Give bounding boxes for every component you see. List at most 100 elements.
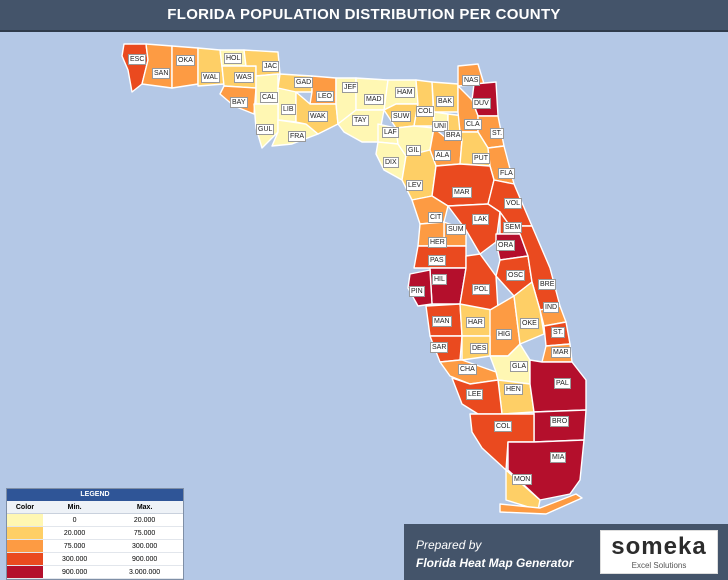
logo-name: someka — [611, 533, 707, 560]
county-label: WAL — [201, 72, 220, 83]
legend-swatch — [7, 513, 43, 527]
county-label: LEE — [466, 389, 484, 400]
legend-row: 20.000 75.000 — [7, 526, 183, 540]
county-label: JAC — [262, 61, 280, 72]
county-label: PAS — [428, 255, 446, 266]
legend-swatch — [7, 539, 43, 553]
county-label: BAY — [230, 97, 248, 108]
county-label: CAL — [260, 92, 278, 103]
county-label: HOL — [224, 53, 243, 64]
county-label: TAY — [352, 115, 369, 126]
county-label: HAR — [466, 317, 485, 328]
legend-max: 3.000.000 — [106, 565, 183, 579]
legend-title: LEGEND — [7, 489, 183, 501]
legend-row: 0 20.000 — [7, 513, 183, 527]
keys — [499, 493, 583, 515]
legend-max: 75.000 — [106, 526, 183, 540]
legend-row: 900.000 3.000.000 — [7, 565, 183, 579]
county-label: WAS — [234, 72, 254, 83]
county-oka[interactable] — [171, 45, 199, 89]
county-label: DES — [470, 343, 489, 354]
county-label: ST. — [490, 128, 505, 139]
county-lev[interactable] — [401, 149, 437, 201]
county-label: BAK — [436, 96, 455, 107]
county-label: SUW — [391, 111, 412, 122]
county-label: MAN — [432, 316, 452, 327]
county-label: SUM — [446, 224, 466, 235]
county-label: COL — [416, 106, 435, 117]
legend-max: 900.000 — [106, 552, 183, 566]
county-label: LEO — [316, 91, 335, 102]
county-label: MON — [512, 474, 533, 485]
county-label: SAR — [430, 342, 449, 353]
county-label: SEM — [503, 222, 523, 233]
county-label: GIL — [406, 145, 422, 156]
county-label: HAM — [395, 87, 415, 98]
county-label: MAR — [452, 187, 472, 198]
footer-panel: Prepared by Florida Heat Map Generator s… — [404, 524, 728, 580]
county-label: PIN — [409, 286, 425, 297]
county-label: MAR — [551, 347, 571, 358]
county-label: SAN — [152, 68, 171, 79]
legend-min: 900.000 — [43, 565, 107, 579]
legend-min: 300.000 — [43, 552, 107, 566]
county-label: MAD — [364, 94, 384, 105]
county-label: GUL — [256, 124, 275, 135]
county-label: BRA — [444, 130, 463, 141]
logo-subtitle: Excel Solutions — [631, 561, 687, 570]
county-label: COL — [494, 421, 513, 432]
county-label: LEV — [406, 180, 424, 191]
generator-name: Florida Heat Map Generator — [416, 556, 574, 570]
county-label: WAK — [308, 111, 328, 122]
legend-col-min: Min. — [43, 501, 107, 514]
legend-swatch — [7, 565, 43, 579]
county-label: PUT — [472, 153, 490, 164]
county-label: CHA — [458, 364, 477, 375]
county-mar[interactable] — [431, 163, 495, 207]
county-label: HIG — [496, 329, 513, 340]
county-label: CIT — [428, 212, 444, 223]
county-label: GLA — [510, 361, 529, 372]
legend-row: 300.000 900.000 — [7, 552, 183, 566]
county-label: JEF — [342, 82, 359, 93]
county-label: UNI — [432, 121, 449, 132]
county-label: BRO — [550, 416, 570, 427]
florida-map — [121, 43, 587, 515]
county-label: OKE — [520, 318, 539, 329]
county-label: IND — [543, 302, 560, 313]
county-label: VOL — [504, 198, 523, 209]
county-label: FLA — [498, 168, 515, 179]
county-label: DIX — [383, 157, 399, 168]
county-label: ESC — [128, 54, 147, 65]
legend-table: Color Min. Max. 0 20.000 20.000 75.000 75.… — [7, 501, 183, 579]
county-label: DUV — [472, 98, 491, 109]
county-label: ORA — [496, 240, 516, 251]
legend-min: 0 — [43, 513, 107, 527]
county-label: BRE — [538, 279, 557, 290]
legend-row: 75.000 300.000 — [7, 539, 183, 553]
county-label: ST. — [551, 327, 566, 338]
county-label: LAK — [472, 214, 490, 225]
county-label: HEN — [504, 384, 523, 395]
county-label: NAS — [462, 75, 481, 86]
legend-max: 20.000 — [106, 513, 183, 527]
county-label: ALA — [434, 150, 452, 161]
legend-min: 20.000 — [43, 526, 107, 540]
page-title: FLORIDA POPULATION DISTRIBUTION PER COUN… — [167, 6, 561, 23]
title-bar: FLORIDA POPULATION DISTRIBUTION PER COUN… — [0, 0, 728, 32]
county-san[interactable] — [141, 43, 173, 89]
county-label: HIL — [432, 274, 447, 285]
county-label: GAD — [294, 77, 314, 88]
county-label: LIB — [281, 104, 296, 115]
prepared-by-text: Prepared by — [416, 538, 482, 552]
someka-logo[interactable]: someka Excel Solutions — [600, 530, 718, 574]
county-label: OKA — [176, 55, 195, 66]
county-label: OSC — [506, 270, 526, 281]
county-label: HER — [428, 237, 447, 248]
legend-min: 75.000 — [43, 539, 107, 553]
county-pol[interactable] — [459, 253, 499, 313]
legend-swatch — [7, 552, 43, 566]
legend-col-max: Max. — [106, 501, 183, 514]
county-label: LAF — [382, 127, 399, 138]
county-label: POL — [472, 284, 491, 295]
